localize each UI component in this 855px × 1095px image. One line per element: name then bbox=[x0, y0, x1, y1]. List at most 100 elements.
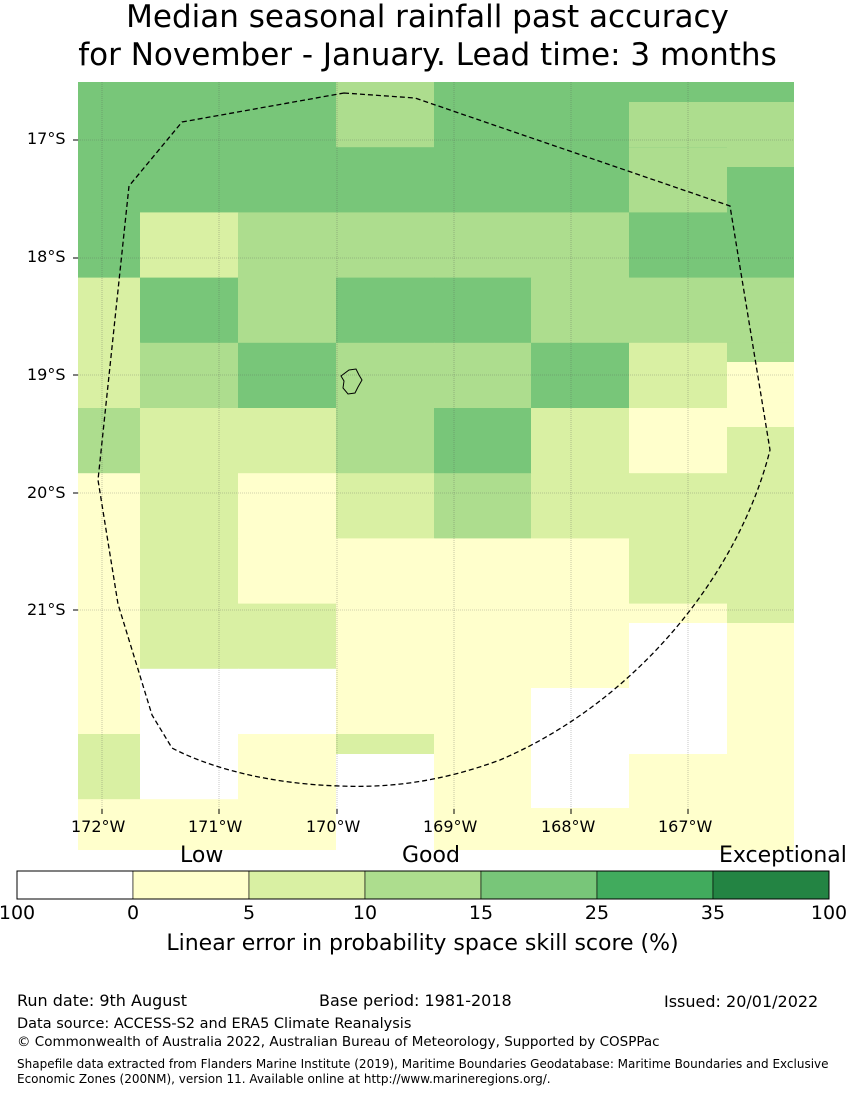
grid-cell bbox=[238, 212, 337, 279]
title-line-2: for November - January. Lead time: 3 mon… bbox=[78, 37, 777, 73]
grid-cells bbox=[78, 82, 794, 850]
colorbar-tick-35: 35 bbox=[700, 902, 726, 924]
lon-label-172w: 172°W bbox=[71, 817, 126, 836]
grid-cell bbox=[531, 688, 629, 808]
grid-cell bbox=[78, 342, 141, 409]
grid-cell bbox=[238, 473, 337, 539]
grid-cell bbox=[336, 668, 435, 735]
grid-cell bbox=[434, 408, 532, 474]
grid-cell bbox=[78, 408, 141, 474]
lon-label-168w: 168°W bbox=[541, 817, 596, 836]
grid-cell bbox=[531, 212, 630, 279]
grid-cell bbox=[629, 147, 728, 213]
grid-cell bbox=[140, 277, 239, 344]
grid-cell bbox=[140, 799, 239, 850]
grid-cell bbox=[78, 799, 141, 850]
grid-cell bbox=[629, 102, 727, 147]
data-source: Data source: ACCESS-S2 and ERA5 Climate … bbox=[17, 1016, 412, 1032]
colorbar-title: Linear error in probability space skill … bbox=[166, 931, 679, 956]
colorbar-segment bbox=[364, 870, 482, 900]
grid-cell bbox=[336, 538, 435, 605]
grid-cell bbox=[434, 147, 532, 213]
grid-cell bbox=[140, 538, 239, 605]
grid-cell bbox=[629, 212, 728, 279]
grid-cell bbox=[140, 408, 239, 474]
run-date: Run date: 9th August bbox=[17, 991, 187, 1010]
title-line-1: Median seasonal rainfall past accuracy bbox=[126, 0, 729, 35]
grid-cell bbox=[336, 603, 435, 670]
colorbar-tick-15: 15 bbox=[468, 902, 494, 924]
base-period: Base period: 1981-2018 bbox=[319, 991, 512, 1010]
grid-cell bbox=[140, 342, 239, 409]
grid-cell bbox=[629, 754, 727, 809]
shapefile-credit: Shapefile data extracted from Flanders M… bbox=[17, 1057, 829, 1086]
colorbar-segment bbox=[596, 870, 714, 900]
grid-cell bbox=[531, 342, 630, 409]
grid-cell bbox=[629, 623, 727, 754]
grid-cell bbox=[238, 82, 337, 148]
grid-cell bbox=[727, 427, 794, 623]
grid-cell bbox=[727, 102, 794, 167]
grid-cell bbox=[727, 277, 794, 344]
eez-boundary bbox=[97, 92, 771, 787]
lat-label-20s: 20°S bbox=[27, 483, 66, 502]
grid-cell bbox=[531, 82, 630, 148]
issued-date: Issued: 20/01/2022 bbox=[664, 992, 819, 1011]
grid-cell bbox=[531, 538, 630, 605]
colorbar-segment bbox=[16, 870, 134, 900]
grid-cell bbox=[238, 277, 337, 344]
grid-cell bbox=[238, 734, 337, 800]
grid-cell bbox=[629, 408, 728, 474]
grid-cell bbox=[434, 603, 532, 670]
grid-cell bbox=[727, 167, 794, 232]
map-title: Median seasonal rainfall past accuracy f… bbox=[0, 0, 855, 74]
lon-label-170w: 170°W bbox=[306, 817, 361, 836]
grid-cell bbox=[434, 754, 531, 809]
grid-cell bbox=[531, 408, 630, 474]
legend-heading-low: Low bbox=[180, 843, 224, 868]
grid-cell bbox=[531, 277, 630, 344]
colorbar-segment bbox=[248, 870, 366, 900]
colorbar-frame bbox=[16, 870, 830, 900]
colorbar-segment bbox=[132, 870, 250, 900]
grid-cell bbox=[531, 473, 630, 539]
lat-label-19s: 19°S bbox=[27, 365, 66, 384]
grid-cell bbox=[434, 668, 532, 735]
grid-cell bbox=[434, 212, 532, 279]
lat-label-17s: 17°S bbox=[27, 129, 66, 148]
grid-cell bbox=[434, 473, 532, 539]
map-panel bbox=[73, 82, 794, 850]
grid-cell bbox=[140, 212, 239, 279]
lat-label-21s: 21°S bbox=[27, 600, 66, 619]
grid-cell bbox=[140, 147, 239, 213]
axis-ticks bbox=[73, 139, 689, 814]
grid-cell bbox=[336, 754, 434, 809]
skill-map bbox=[73, 82, 794, 850]
grid-cell bbox=[140, 603, 239, 670]
grid-cell bbox=[238, 147, 337, 213]
grid-cell bbox=[78, 734, 141, 800]
grid-cell bbox=[336, 473, 435, 539]
grid-cell bbox=[238, 408, 337, 474]
grid-cell bbox=[629, 342, 728, 409]
grid-cell bbox=[238, 538, 337, 605]
lon-label-171w: 171°W bbox=[188, 817, 243, 836]
grid-cell bbox=[78, 473, 141, 539]
colorbar-segment bbox=[480, 870, 598, 900]
colorbar-tick-5: 5 bbox=[242, 902, 256, 924]
grid-cell bbox=[336, 342, 435, 409]
grid-cell bbox=[140, 668, 239, 735]
grid-cell bbox=[238, 342, 337, 409]
colorbar bbox=[16, 870, 830, 900]
grid-cell bbox=[336, 277, 435, 344]
grid-cell bbox=[238, 799, 337, 850]
grid-cell bbox=[78, 82, 141, 148]
grid-cell bbox=[78, 668, 141, 735]
colorbar-tick-25: 25 bbox=[584, 902, 610, 924]
grid-cell bbox=[78, 603, 141, 670]
grid-cell bbox=[629, 538, 728, 605]
grid-cell bbox=[629, 277, 728, 344]
grid-cell bbox=[434, 342, 532, 409]
lon-label-167w: 167°W bbox=[658, 817, 713, 836]
grid-cell bbox=[78, 147, 141, 213]
